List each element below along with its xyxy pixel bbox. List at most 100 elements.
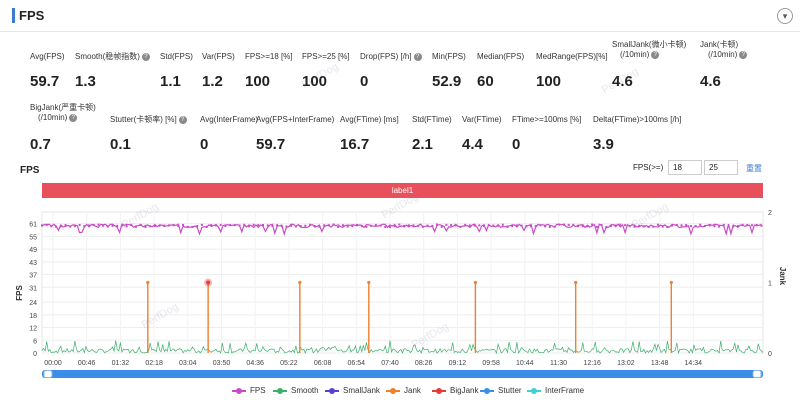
legend-label: InterFrame [545,386,585,395]
metric-label-text: SmallJank(微小卡顿) [612,40,687,49]
fps-point [501,223,504,226]
fps-point [736,225,739,228]
question-circle-icon[interactable]: ? [739,50,748,59]
fps-point [186,225,189,228]
fps-point [78,224,81,227]
legend-item[interactable]: SmallJank [325,386,380,395]
fps-point [680,224,683,227]
metric-label: MedRange(FPS)[%] [536,52,626,62]
fps-point [652,225,655,228]
legend-item[interactable]: BigJank [432,386,478,395]
metric-item: SmallJank(微小卡顿) (/10min)? 4.6 [612,40,702,95]
jank-point [473,280,477,285]
legend-item[interactable]: Smooth [273,386,319,395]
metric-value: 100 [536,73,562,90]
fps-point [323,224,326,227]
y-tick-label: 18 [29,313,37,320]
metric-value: 2.1 [412,136,433,153]
fps-point [266,224,269,227]
fps-point [73,225,76,228]
fps-point [356,223,359,226]
fps-point [520,224,523,227]
legend-item[interactable]: Stutter [480,386,522,395]
fps-point [191,225,194,228]
label-bar[interactable]: label1 [42,183,763,198]
metric-label: Jank(卡顿) (/10min)? [700,40,790,60]
legend-swatch [232,387,246,394]
y-tick-label: 49 [29,247,37,254]
question-circle-icon[interactable]: ? [413,52,422,61]
chevron-down-icon[interactable]: ▾ [777,8,793,24]
zoom-slider-handle-right[interactable] [752,370,762,378]
metric-label: Var(FPS) [202,52,292,62]
question-circle-icon[interactable]: ? [651,50,660,59]
fps-point [708,224,711,227]
legend-item[interactable]: FPS [232,386,266,395]
y-right-axis-label: Jank [778,267,787,286]
fps-point [177,225,180,228]
fps-point [473,224,476,227]
metric-label: Std(FPS) [160,52,250,62]
fps-point [83,225,86,228]
jank-point [367,280,371,285]
metric-label-text: Std(FTime) [412,115,452,124]
metric-label: Avg(FPS+InterFrame) [256,115,346,125]
fps-point [41,224,43,227]
fps-point [92,223,95,226]
legend-item[interactable]: Jank [386,386,421,395]
metric-label-text: Var(FTime) [462,115,502,124]
metric-label: BigJank(严重卡顿) (/10min)? [30,103,120,123]
metric-label: Min(FPS) [432,52,522,62]
fps-filter-low-input[interactable] [668,160,702,175]
fps-point [605,226,608,229]
fps-point [50,225,53,228]
metric-label-sub: (/10min) [620,50,650,59]
fps-point [196,225,199,228]
jank-point [574,280,578,285]
reset-button[interactable]: 重置 [746,164,762,173]
legend-label: Stutter [498,386,522,395]
x-tick-label: 01:32 [112,360,130,367]
fps-point [88,224,91,227]
metric-value: 59.7 [30,73,60,90]
metric-label-text: Min(FPS) [432,52,466,61]
x-tick-label: 05:22 [280,360,298,367]
metric-item: FPS>=18 [%] 100 [245,40,335,95]
fps-point [440,225,443,228]
metric-value: 52.9 [432,73,462,90]
fps-point [309,223,312,226]
y-tick-label: 0 [33,351,37,358]
metric-value: 4.6 [612,73,633,90]
fps-filter-high-input[interactable] [704,160,738,175]
legend-item[interactable]: InterFrame [527,386,584,395]
y-tick-label: 37 [29,273,37,280]
fps-point [732,225,735,228]
fps-point [149,225,152,228]
legend-label: Smooth [291,386,319,395]
metric-item: Var(FTime) 4.4 [462,103,552,158]
metric-label: Drop(FPS) [/h]? [360,52,450,62]
question-circle-icon[interactable]: ? [69,113,78,122]
zoom-slider-handle-left[interactable] [43,370,53,378]
fps-point [417,224,420,227]
fps-point [553,225,556,228]
question-circle-icon[interactable]: ? [178,115,187,124]
fps-point [586,225,589,228]
metric-value: 0 [512,136,521,153]
metric-label-text: Avg(FPS+InterFrame) [256,115,335,124]
y-tick-label: 24 [29,300,37,307]
x-tick-label: 03:50 [213,360,231,367]
x-tick-label: 07:40 [381,360,399,367]
fps-point [407,224,410,227]
bigjank-point [206,280,211,285]
fps-point [497,224,500,227]
zoom-slider-track[interactable] [42,370,763,378]
question-circle-icon[interactable]: ? [141,52,150,61]
fps-point [689,225,692,228]
metric-item: Drop(FPS) [/h]? 0 [360,40,450,95]
metric-item: Min(FPS) 52.9 [432,40,522,95]
metric-item: Avg(FPS+InterFrame) 59.7 [256,103,346,158]
fps-point [163,224,166,227]
metric-value: 3.9 [593,136,614,153]
